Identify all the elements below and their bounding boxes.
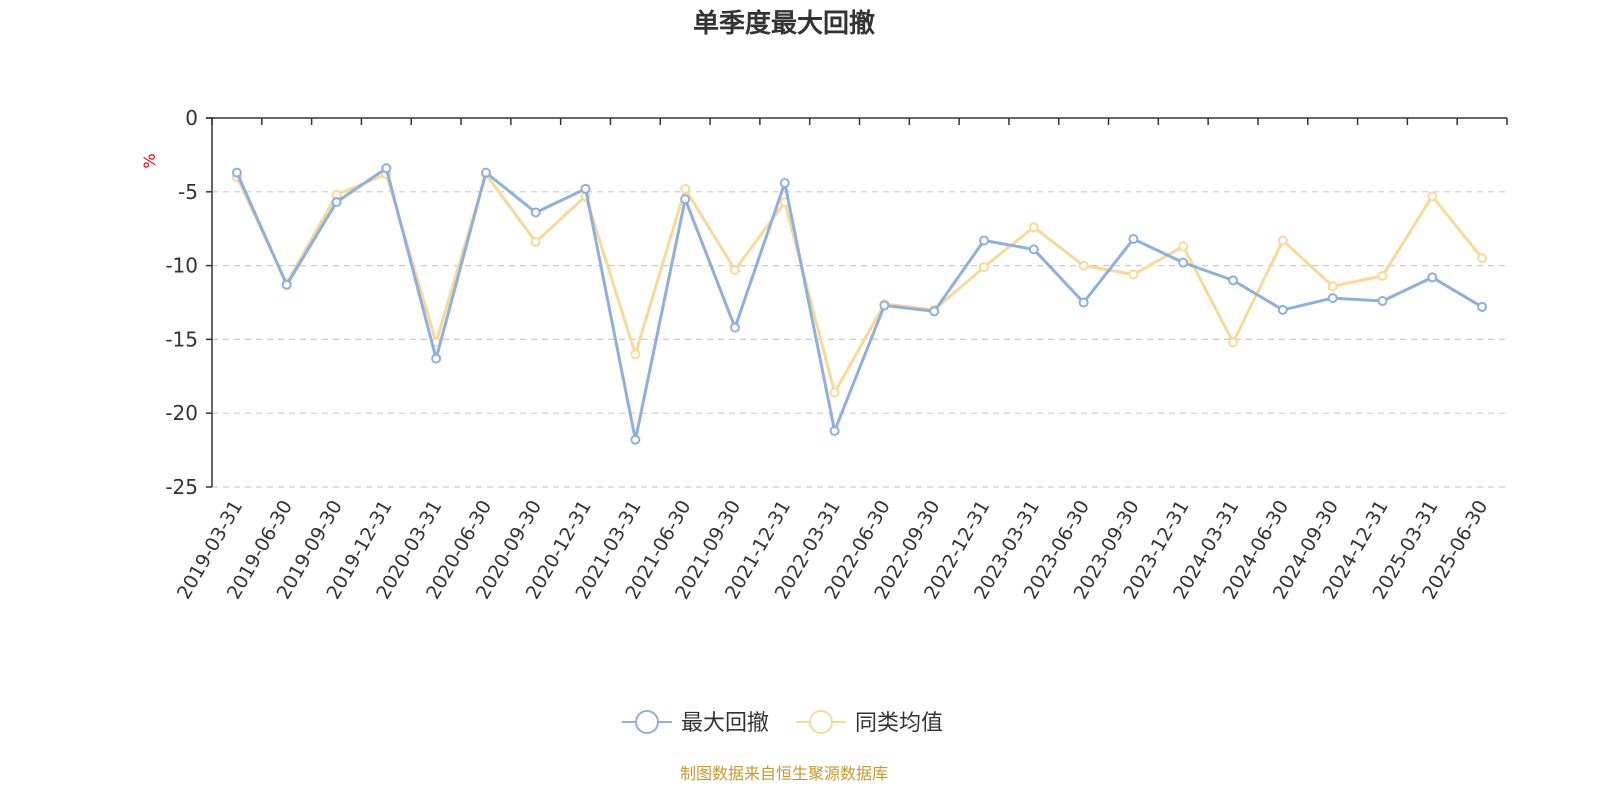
data-point xyxy=(580,183,591,194)
legend-label: 最大回撤 xyxy=(681,711,769,736)
axes xyxy=(206,117,1507,487)
data-point xyxy=(1078,297,1089,308)
legend-item-1[interactable]: 同类均值 xyxy=(796,710,943,736)
data-point xyxy=(331,197,342,208)
data-point xyxy=(729,265,740,276)
data-point xyxy=(1178,241,1189,252)
data-point xyxy=(879,300,890,311)
data-point xyxy=(1427,272,1438,283)
data-point xyxy=(630,434,641,445)
data-point xyxy=(231,167,242,178)
legend-marker-icon xyxy=(809,710,833,734)
data-source-note: 制图数据来自恒生聚源数据库 xyxy=(680,764,888,783)
data-point xyxy=(680,194,691,205)
data-point xyxy=(929,306,940,317)
data-point xyxy=(1028,244,1039,255)
grid-lines xyxy=(212,191,1507,488)
legend-item-0[interactable]: 最大回撤 xyxy=(622,710,769,736)
data-point xyxy=(1228,275,1239,286)
data-point xyxy=(381,163,392,174)
series-line-0 xyxy=(235,166,1483,442)
data-point xyxy=(1477,301,1488,312)
legend-marker-icon xyxy=(635,710,659,734)
chart-title: 单季度最大回撤 xyxy=(693,8,875,39)
data-point xyxy=(480,167,491,178)
data-point xyxy=(1327,281,1338,292)
data-point xyxy=(1427,191,1438,202)
data-point xyxy=(1377,270,1388,281)
legend-label: 同类均值 xyxy=(855,711,943,736)
data-point xyxy=(829,387,840,398)
data-point xyxy=(1277,304,1288,315)
y-tick-label: -10 xyxy=(165,254,198,278)
data-point xyxy=(1128,269,1139,280)
data-point xyxy=(979,262,990,273)
data-point xyxy=(1327,293,1338,304)
data-point xyxy=(979,235,990,246)
x-axis-ticks: 2019-03-312019-06-302019-09-302019-12-31… xyxy=(173,118,1508,603)
data-point xyxy=(829,425,840,436)
data-point xyxy=(530,236,541,247)
series-line-1 xyxy=(235,172,1484,394)
y-tick-label: -5 xyxy=(178,180,198,204)
data-point xyxy=(281,279,292,290)
data-point xyxy=(1078,260,1089,271)
y-tick-label: -25 xyxy=(165,475,198,499)
legend[interactable]: 最大回撤 同类均值 xyxy=(622,710,943,736)
y-axis-ticks: 0 -5 -10 -15 -20 -25 xyxy=(165,106,212,499)
data-point xyxy=(530,207,541,218)
y-tick-label: -15 xyxy=(165,327,198,351)
data-point xyxy=(630,349,641,360)
data-point xyxy=(1477,253,1488,264)
data-point xyxy=(779,177,790,188)
y-tick-label: 0 xyxy=(185,106,198,130)
data-point xyxy=(1128,234,1139,245)
y-tick-label: -20 xyxy=(165,401,198,425)
data-point xyxy=(1028,222,1039,233)
series-group xyxy=(231,163,1488,445)
data-point xyxy=(680,183,691,194)
data-point xyxy=(1178,257,1189,268)
data-point xyxy=(729,322,740,333)
data-point xyxy=(1228,337,1239,348)
data-point xyxy=(431,353,442,364)
y-axis-unit: % xyxy=(140,153,159,168)
data-point xyxy=(1277,235,1288,246)
data-point xyxy=(1377,296,1388,307)
